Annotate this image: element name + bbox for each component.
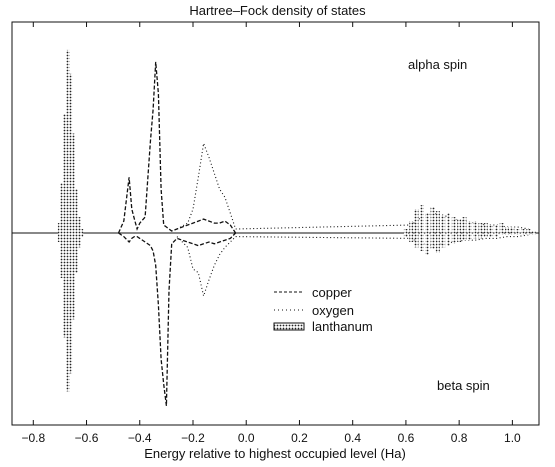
lanthanum-beta-bar xyxy=(403,233,408,237)
x-tick-label: −0.6 xyxy=(75,431,99,445)
chart-title: Hartree–Fock density of states xyxy=(189,3,366,18)
lanthanum-beta-bar xyxy=(76,233,81,248)
lanthanum-alpha-bar xyxy=(76,217,81,233)
legend-label-oxygen: oxygen xyxy=(312,303,354,318)
lanthanum-alpha-bar xyxy=(409,221,414,233)
x-tick-label: 0.6 xyxy=(398,431,415,445)
lanthanum-beta-bar xyxy=(409,233,414,242)
lanthanum-alpha-bar xyxy=(473,221,478,233)
x-tick-label: −0.4 xyxy=(128,431,152,445)
oxygen-alpha-line xyxy=(176,141,529,230)
lanthanum-alpha-bar xyxy=(510,227,515,233)
lanthanum-beta-bar xyxy=(414,233,419,248)
lanthanum-beta-bar xyxy=(57,233,62,242)
lanthanum-alpha-bar xyxy=(68,73,73,233)
lanthanum-beta-bar xyxy=(60,233,65,278)
lanthanum-alpha-bar xyxy=(521,229,526,233)
lanthanum-alpha-bar xyxy=(73,189,78,233)
lanthanum-alpha-bar xyxy=(60,183,65,233)
lanthanum-alpha-bar xyxy=(467,221,472,233)
lanthanum-alpha-bar xyxy=(65,49,70,233)
lanthanum-beta-bar xyxy=(425,233,430,255)
legend-swatch-lanthanum xyxy=(273,322,305,331)
lanthanum-alpha-bar xyxy=(515,229,520,233)
lanthanum-alpha-bar xyxy=(71,133,76,233)
lanthanum-alpha-bar xyxy=(430,207,435,233)
lanthanum-beta-bar xyxy=(462,233,467,241)
lanthanum-beta-bar xyxy=(515,233,520,235)
lanthanum-alpha-bar xyxy=(57,223,62,233)
lanthanum-beta-bar xyxy=(441,233,446,248)
lanthanum-alpha-bar xyxy=(478,223,483,233)
x-axis-label: Energy relative to highest occupied leve… xyxy=(144,446,406,461)
lanthanum-alpha-bar xyxy=(526,229,531,233)
lanthanum-beta-bar xyxy=(478,233,483,239)
lanthanum-alpha-bar xyxy=(531,231,536,233)
lanthanum-alpha-bar xyxy=(494,225,499,233)
lanthanum-alpha-bar xyxy=(425,213,430,233)
x-axis: −0.8 −0.6 −0.4 −0.2 0.0 0.2 0.4 0.6 0.8 1.0 xyxy=(21,22,521,445)
lanthanum-beta-bar xyxy=(510,233,515,235)
x-tick-label: 1.0 xyxy=(504,431,521,445)
lanthanum-beta-bar xyxy=(65,233,70,392)
legend-label-copper: copper xyxy=(312,285,352,300)
lanthanum-beta-bar xyxy=(505,233,510,235)
copper-alpha-line xyxy=(117,61,237,234)
lanthanum-beta-bar xyxy=(521,233,526,235)
lanthanum-alpha-bar xyxy=(505,227,510,233)
x-tick-label: 0.4 xyxy=(344,431,361,445)
lanthanum-beta-bar xyxy=(419,233,424,251)
lanthanum-alpha-bar xyxy=(489,225,494,233)
lanthanum-alpha-bar xyxy=(414,209,419,233)
legend-label-lanthanum: lanthanum xyxy=(312,319,373,334)
lanthanum-alpha-bar xyxy=(403,229,408,233)
lanthanum-beta-bar xyxy=(483,233,488,237)
plot-frame xyxy=(11,21,540,426)
x-tick-label: 0.2 xyxy=(291,431,308,445)
x-tick-label: −0.2 xyxy=(181,431,205,445)
beta-spin-label: beta spin xyxy=(437,378,490,393)
lanthanum-beta-bar xyxy=(63,233,68,338)
lanthanum-beta-bar xyxy=(499,233,504,235)
lanthanum-alpha-bar xyxy=(441,215,446,233)
lanthanum-beta-bar xyxy=(73,233,78,273)
lanthanum-alpha-bar xyxy=(457,219,462,233)
lanthanum-beta-bar xyxy=(71,233,76,320)
series-layer xyxy=(57,49,536,406)
lanthanum-beta-bar xyxy=(457,233,462,242)
lanthanum-beta-bar xyxy=(68,233,73,374)
copper-beta-line xyxy=(118,232,237,406)
lanthanum-beta-bar xyxy=(494,233,499,237)
lanthanum-beta-bar xyxy=(79,233,84,237)
lanthanum-alpha-bar xyxy=(499,223,504,233)
x-tick-label: 0.0 xyxy=(238,431,255,445)
lanthanum-beta-bar xyxy=(451,233,456,244)
lanthanum-beta-bar xyxy=(531,233,536,235)
lanthanum-alpha-bar xyxy=(435,211,440,233)
lanthanum-beta-bar xyxy=(489,233,494,237)
legend: copper oxygen lanthanum xyxy=(273,285,373,334)
lanthanum-alpha-bar xyxy=(483,223,488,233)
lanthanum-beta-bar xyxy=(467,233,472,241)
lanthanum-beta-bar xyxy=(526,233,531,235)
oxygen-beta-line xyxy=(176,234,529,299)
lanthanum-alpha-bar xyxy=(419,205,424,233)
lanthanum-beta-bar xyxy=(446,233,451,246)
lanthanum-beta-bar xyxy=(435,233,440,253)
lanthanum-beta-bar xyxy=(473,233,478,239)
x-tick-label: −0.8 xyxy=(21,431,45,445)
alpha-spin-label: alpha spin xyxy=(408,57,467,72)
x-tick-label: 0.8 xyxy=(451,431,468,445)
lanthanum-alpha-bar xyxy=(451,217,456,233)
lanthanum-beta-bar xyxy=(430,233,435,250)
lanthanum-alpha-bar xyxy=(462,217,467,233)
lanthanum-alpha-bar xyxy=(446,213,451,233)
lanthanum-alpha-bar xyxy=(79,229,84,233)
lanthanum-alpha-bar xyxy=(63,113,68,233)
